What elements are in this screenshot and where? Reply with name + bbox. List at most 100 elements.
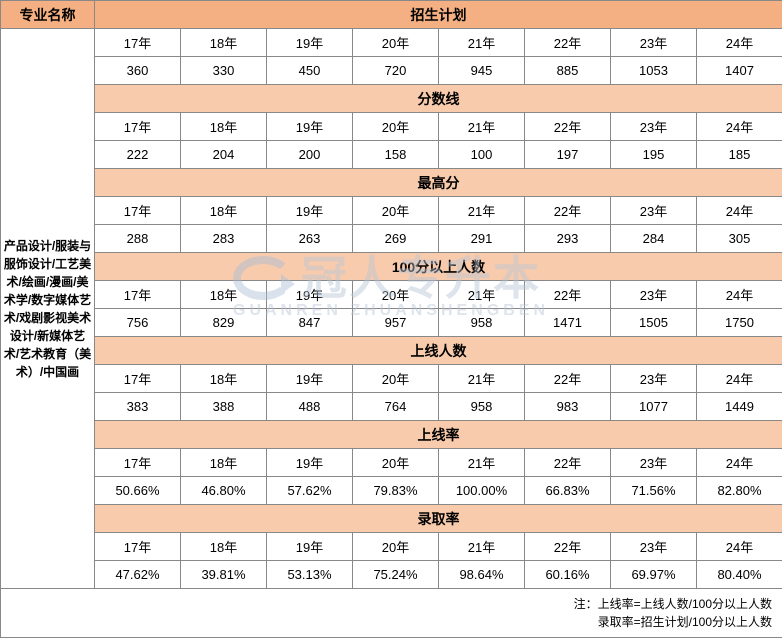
value-cell: 82.80% <box>697 477 782 505</box>
footnote-line2: 录取率=招生计划/100分以上人数 <box>598 615 772 629</box>
scoreline-values-row: 222 204 200 158 100 197 195 185 <box>1 141 782 169</box>
value-cell: 1750 <box>697 309 782 337</box>
value-cell: 945 <box>439 57 525 85</box>
value-cell: 957 <box>353 309 439 337</box>
year-cell: 17年 <box>95 197 181 225</box>
value-cell: 158 <box>353 141 439 169</box>
value-cell: 383 <box>95 393 181 421</box>
year-cell: 17年 <box>95 29 181 57</box>
value-cell: 284 <box>611 225 697 253</box>
year-cell: 18年 <box>181 365 267 393</box>
value-cell: 983 <box>525 393 611 421</box>
onlinerate-values-row: 50.66% 46.80% 57.62% 79.83% 100.00% 66.8… <box>1 477 782 505</box>
plan-years-row: 产品设计/服装与服饰设计/工艺美术/绘画/漫画/美术学/数字媒体艺术/戏剧影视美… <box>1 29 782 57</box>
acceptrate-years-row: 17年 18年 19年 20年 21年 22年 23年 24年 <box>1 533 782 561</box>
section-above100: 100分以上人数 <box>95 253 782 281</box>
value-cell: 197 <box>525 141 611 169</box>
year-cell: 20年 <box>353 197 439 225</box>
year-cell: 21年 <box>439 449 525 477</box>
year-cell: 20年 <box>353 113 439 141</box>
value-cell: 50.66% <box>95 477 181 505</box>
year-cell: 19年 <box>267 533 353 561</box>
value-cell: 1449 <box>697 393 782 421</box>
year-cell: 18年 <box>181 197 267 225</box>
year-cell: 17年 <box>95 281 181 309</box>
year-cell: 24年 <box>697 281 782 309</box>
value-cell: 75.24% <box>353 561 439 589</box>
year-cell: 24年 <box>697 365 782 393</box>
year-cell: 17年 <box>95 365 181 393</box>
acceptrate-values-row: 47.62% 39.81% 53.13% 75.24% 98.64% 60.16… <box>1 561 782 589</box>
header-plan: 招生计划 <box>95 1 782 29</box>
year-cell: 22年 <box>525 113 611 141</box>
year-cell: 20年 <box>353 533 439 561</box>
value-cell: 288 <box>95 225 181 253</box>
year-cell: 18年 <box>181 449 267 477</box>
year-cell: 19年 <box>267 281 353 309</box>
year-cell: 23年 <box>611 29 697 57</box>
value-cell: 293 <box>525 225 611 253</box>
year-cell: 24年 <box>697 29 782 57</box>
section-highest: 最高分 <box>95 169 782 197</box>
value-cell: 1053 <box>611 57 697 85</box>
value-cell: 764 <box>353 393 439 421</box>
year-cell: 21年 <box>439 365 525 393</box>
year-cell: 22年 <box>525 281 611 309</box>
year-cell: 18年 <box>181 29 267 57</box>
value-cell: 222 <box>95 141 181 169</box>
value-cell: 98.64% <box>439 561 525 589</box>
value-cell: 829 <box>181 309 267 337</box>
admissions-table: 专业名称 招生计划 产品设计/服装与服饰设计/工艺美术/绘画/漫画/美术学/数字… <box>0 0 782 638</box>
year-cell: 21年 <box>439 281 525 309</box>
value-cell: 958 <box>439 393 525 421</box>
value-cell: 291 <box>439 225 525 253</box>
year-cell: 22年 <box>525 365 611 393</box>
year-cell: 17年 <box>95 449 181 477</box>
value-cell: 79.83% <box>353 477 439 505</box>
value-cell: 66.83% <box>525 477 611 505</box>
highest-years-row: 17年 18年 19年 20年 21年 22年 23年 24年 <box>1 197 782 225</box>
value-cell: 360 <box>95 57 181 85</box>
year-cell: 20年 <box>353 281 439 309</box>
value-cell: 200 <box>267 141 353 169</box>
value-cell: 57.62% <box>267 477 353 505</box>
year-cell: 18年 <box>181 281 267 309</box>
value-cell: 1471 <box>525 309 611 337</box>
section-acceptrate: 录取率 <box>95 505 782 533</box>
year-cell: 22年 <box>525 29 611 57</box>
section-scoreline: 分数线 <box>95 85 782 113</box>
major-cell: 产品设计/服装与服饰设计/工艺美术/绘画/漫画/美术学/数字媒体艺术/戏剧影视美… <box>1 29 95 589</box>
year-cell: 22年 <box>525 197 611 225</box>
value-cell: 1505 <box>611 309 697 337</box>
footnote-cell: 注：上线率=上线人数/100分以上人数 录取率=招生计划/100分以上人数 <box>1 589 782 638</box>
value-cell: 53.13% <box>267 561 353 589</box>
year-cell: 23年 <box>611 197 697 225</box>
year-cell: 21年 <box>439 533 525 561</box>
value-cell: 283 <box>181 225 267 253</box>
value-cell: 39.81% <box>181 561 267 589</box>
value-cell: 1407 <box>697 57 782 85</box>
year-cell: 20年 <box>353 449 439 477</box>
value-cell: 60.16% <box>525 561 611 589</box>
year-cell: 17年 <box>95 113 181 141</box>
above100-years-row: 17年 18年 19年 20年 21年 22年 23年 24年 <box>1 281 782 309</box>
value-cell: 69.97% <box>611 561 697 589</box>
value-cell: 46.80% <box>181 477 267 505</box>
value-cell: 100.00% <box>439 477 525 505</box>
year-cell: 18年 <box>181 533 267 561</box>
year-cell: 20年 <box>353 29 439 57</box>
year-cell: 24年 <box>697 533 782 561</box>
year-cell: 23年 <box>611 449 697 477</box>
value-cell: 263 <box>267 225 353 253</box>
value-cell: 1077 <box>611 393 697 421</box>
value-cell: 204 <box>181 141 267 169</box>
year-cell: 19年 <box>267 29 353 57</box>
value-cell: 305 <box>697 225 782 253</box>
year-cell: 23年 <box>611 533 697 561</box>
highest-values-row: 288 283 263 269 291 293 284 305 <box>1 225 782 253</box>
value-cell: 185 <box>697 141 782 169</box>
section-onlinerate: 上线率 <box>95 421 782 449</box>
year-cell: 24年 <box>697 449 782 477</box>
onlinerate-years-row: 17年 18年 19年 20年 21年 22年 23年 24年 <box>1 449 782 477</box>
value-cell: 885 <box>525 57 611 85</box>
